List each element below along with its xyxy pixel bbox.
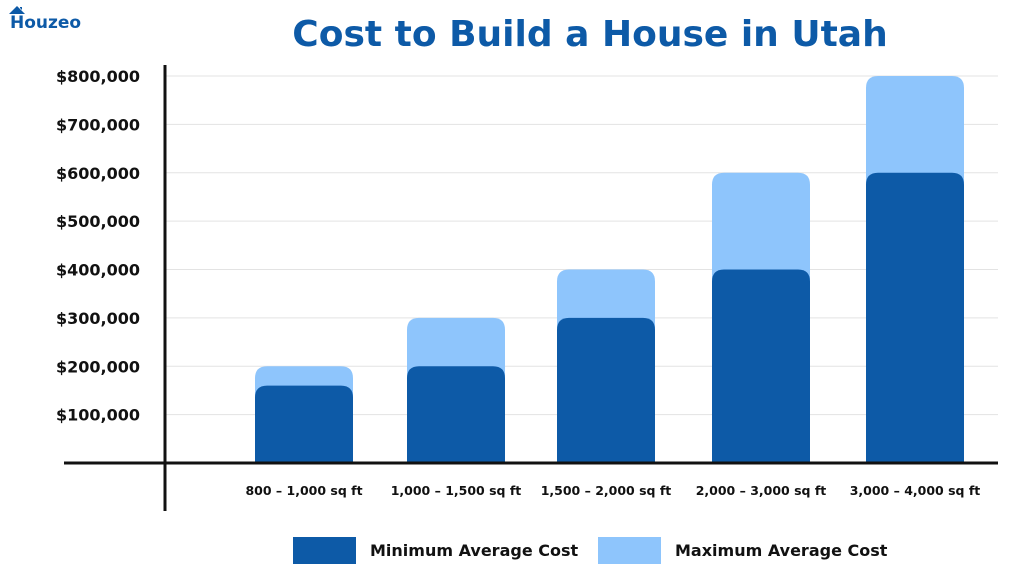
y-tick-label: $300,000 (56, 309, 140, 328)
x-tick-label: 3,000 – 4,000 sq ft (850, 483, 981, 498)
houzeo-logo: Houzeo (9, 6, 82, 33)
y-tick-label: $100,000 (56, 406, 140, 425)
y-tick-label: $700,000 (56, 115, 140, 134)
y-tick-label: $400,000 (56, 261, 140, 280)
legend-swatch (598, 537, 661, 564)
bar-minimum (407, 366, 505, 463)
bar-minimum (712, 269, 810, 463)
y-tick-label: $500,000 (56, 212, 140, 231)
logo-text: Houzeo (10, 13, 82, 33)
bar-minimum (255, 385, 353, 463)
x-tick-label: 1,000 – 1,500 sq ft (391, 483, 522, 498)
house-roof-icon (9, 6, 25, 14)
legend-label: Maximum Average Cost (675, 541, 888, 560)
y-tick-label: $600,000 (56, 164, 140, 183)
x-tick-label: 1,500 – 2,000 sq ft (541, 483, 672, 498)
legend-label: Minimum Average Cost (370, 541, 579, 560)
bar-minimum (557, 317, 655, 463)
legend-swatch (293, 537, 356, 564)
y-tick-label: $800,000 (56, 67, 140, 86)
chart-title: Cost to Build a House in Utah (292, 14, 888, 55)
bar-minimum (866, 172, 964, 463)
x-tick-label: 800 – 1,000 sq ft (245, 483, 362, 498)
x-tick-label: 2,000 – 3,000 sq ft (696, 483, 827, 498)
y-tick-label: $200,000 (56, 357, 140, 376)
